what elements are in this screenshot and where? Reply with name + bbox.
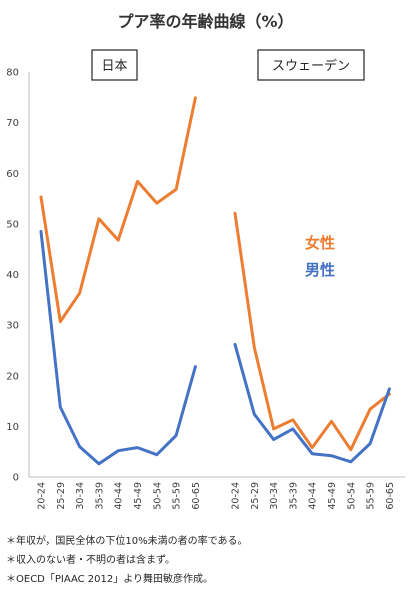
y-tick-label: 30 bbox=[6, 321, 19, 332]
x-tick-label: 45-49 bbox=[133, 482, 144, 510]
series-lines bbox=[39, 96, 391, 466]
x-tick-label: 45-49 bbox=[327, 482, 338, 510]
x-tick-label: 40-44 bbox=[308, 482, 319, 510]
x-tick-label: 50-54 bbox=[346, 482, 357, 510]
y-tick-label: 20 bbox=[6, 371, 19, 382]
chart: 0 10 20 30 40 50 60 70 80 20-24 25-29 30-34 35-39 40… bbox=[6, 49, 405, 510]
footnote: ＊収入のない者・不明の者は含まず。 bbox=[6, 555, 175, 566]
x-tick-label: 60-65 bbox=[385, 482, 396, 510]
y-tick-label: 0 bbox=[13, 473, 19, 484]
panel-label-box bbox=[257, 49, 365, 81]
x-tick-label: 50-54 bbox=[152, 482, 163, 510]
y-tick-label: 60 bbox=[6, 169, 19, 180]
x-tick-label: 55-59 bbox=[366, 482, 377, 510]
x-tick-label: 30-34 bbox=[269, 482, 280, 510]
footnotes: ＊年収が，国民全体の下位10%未満の者の率である。 ＊収入のない者・不明の者は含… bbox=[6, 532, 406, 589]
panel-label-box bbox=[91, 49, 138, 81]
x-tick-label: 60-65 bbox=[191, 482, 202, 510]
panel-label: 日本 bbox=[101, 59, 127, 74]
y-tick-label: 80 bbox=[6, 68, 19, 79]
x-tick-labels: 20-24 25-29 30-34 35-39 40-44 45-49 50-54 55-59… bbox=[37, 482, 396, 510]
y-tick-label: 10 bbox=[6, 422, 19, 433]
x-tick-label: 25-29 bbox=[56, 482, 67, 510]
chart-title: プア率の年齢曲線（%） bbox=[117, 12, 294, 31]
x-tick-label: 30-34 bbox=[75, 482, 86, 510]
x-tick-label: 55-59 bbox=[172, 482, 183, 510]
series-line bbox=[233, 342, 391, 464]
footnote: ＊OECD「PIAAC 2012」より舞田敏彦作成。 bbox=[6, 574, 214, 585]
legend-entry: 男性 bbox=[305, 261, 335, 279]
y-tick-label: 50 bbox=[6, 219, 19, 230]
legend-entry: 女性 bbox=[305, 234, 335, 252]
x-tick-label: 20-24 bbox=[37, 482, 48, 510]
series-line bbox=[39, 230, 197, 466]
panel-label: スウェーデン bbox=[272, 58, 350, 74]
footnote: ＊年収が，国民全体の下位10%未満の者の率である。 bbox=[6, 536, 248, 547]
x-tick-label: 25-29 bbox=[250, 482, 261, 510]
x-tick-label: 40-44 bbox=[114, 482, 125, 510]
y-tick-labels: 0 10 20 30 40 50 60 70 80 bbox=[6, 68, 19, 484]
panel-labels: 日本 スウェーデン bbox=[91, 49, 365, 81]
x-tick-label: 35-39 bbox=[288, 482, 299, 510]
x-tick-label: 20-24 bbox=[231, 482, 242, 510]
series-line bbox=[233, 211, 391, 452]
y-tick-label: 70 bbox=[6, 118, 19, 129]
series-line bbox=[39, 96, 197, 324]
x-tick-label: 35-39 bbox=[94, 482, 105, 510]
y-tick-label: 40 bbox=[6, 270, 19, 281]
